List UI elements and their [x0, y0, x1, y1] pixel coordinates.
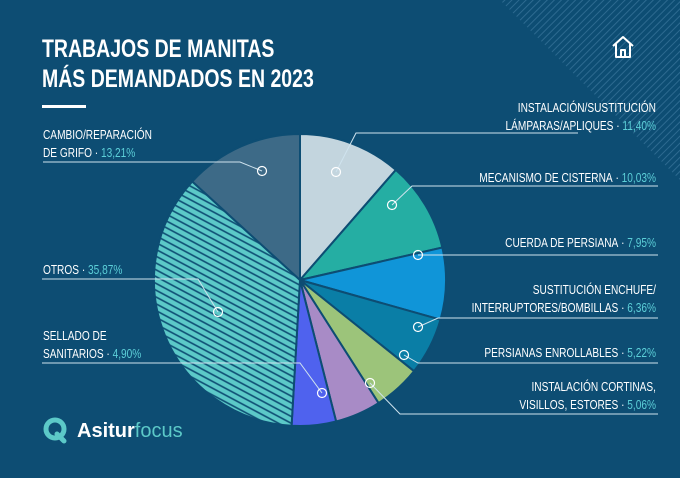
pie-slice-otros — [153, 180, 302, 427]
label-lamparas-line1: INSTALACIÓN/SUSTITUCIÓN — [518, 101, 656, 115]
marker-enchufe — [412, 321, 424, 333]
marker-enrollables — [398, 349, 410, 361]
leader-line-sellado — [42, 362, 323, 394]
marker-cortinas — [364, 377, 376, 389]
pie-slice-de-grifo — [190, 132, 301, 283]
marker-cisterna — [386, 199, 398, 211]
label-cortinas: VISILLOS, ESTORES · 5,06% — [519, 398, 656, 412]
marker-persiana — [412, 249, 424, 261]
label-sellado: SANITARIOS · 4,90% — [43, 347, 141, 361]
marker-otros — [212, 306, 224, 318]
decorative-stripes — [500, 0, 680, 180]
label-otros: OTROS · 35,87% — [43, 263, 122, 277]
title-underline — [42, 105, 86, 108]
label-cortinas-line1: INSTALACIÓN CORTINAS, — [531, 380, 656, 394]
leader-line-enrollables — [403, 354, 658, 364]
title-line-1: TRABAJOS DE MANITAS — [42, 35, 274, 63]
label-grifo-line1: CAMBIO/REPARACIÓN — [43, 128, 152, 142]
brand-logo-icon — [43, 417, 67, 441]
leader-line-cortinas — [369, 382, 658, 415]
marker-lamparas — [330, 166, 342, 178]
label-enchufe: INTERRUPTORES/BOMBILLAS · 6,36% — [472, 301, 656, 315]
label-lamparas: LÁMPARAS/APLIQUES · 11,40% — [506, 119, 656, 133]
label-sellado-line1: SELLADO DE — [43, 329, 107, 343]
leader-line-lamparas — [335, 132, 578, 173]
leader-line-cisterna — [391, 185, 658, 206]
marker-sellado — [316, 387, 328, 399]
pie-slice-mecanismo-de-cisterna — [297, 168, 444, 282]
label-persiana: CUERDA DE PERSIANA · 7,95% — [505, 236, 656, 250]
brand-name: Asiturfocus — [77, 420, 183, 442]
label-grifo: DE GRIFO · 13,21% — [43, 146, 135, 160]
label-cisterna: MECANISMO DE CISTERNA · 10,03% — [479, 171, 656, 185]
leader-lines — [42, 132, 658, 415]
leader-line-otros — [42, 278, 219, 313]
leader-line-enchufe — [417, 317, 658, 328]
title-line-2: MÁS DEMANDADOS EN 2023 — [42, 65, 314, 93]
label-enrollables: PERSIANAS ENROLLABLES · 5,22% — [484, 346, 656, 360]
pie — [153, 132, 447, 427]
marker-grifo — [256, 165, 268, 177]
home-icon[interactable] — [612, 36, 634, 58]
brand-logo: Asiturfocus — [43, 417, 183, 444]
leader-line-grifo — [43, 161, 263, 172]
label-enchufe-line1: SUSTITUCIÓN ENCHUFE/ — [533, 283, 657, 297]
